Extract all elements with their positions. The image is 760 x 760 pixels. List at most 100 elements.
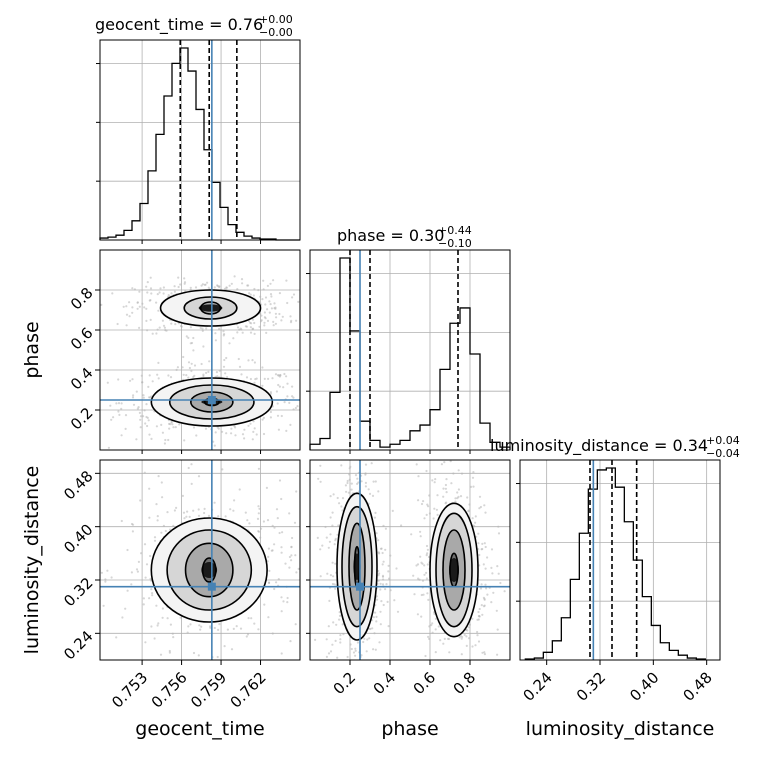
sample-point xyxy=(216,426,219,429)
sample-point xyxy=(148,487,151,490)
sample-point xyxy=(148,374,151,377)
sample-point xyxy=(142,394,145,397)
sample-point xyxy=(110,418,113,421)
sample-point xyxy=(482,605,486,608)
contour-line xyxy=(435,512,473,628)
sample-point xyxy=(277,374,280,377)
sample-point xyxy=(389,589,392,592)
sample-point xyxy=(213,286,216,289)
sample-point xyxy=(327,546,330,549)
sample-point xyxy=(278,292,281,295)
sample-point xyxy=(497,572,500,575)
sample-point xyxy=(188,515,191,519)
sample-point xyxy=(291,296,294,299)
sample-point xyxy=(283,372,286,376)
sample-point xyxy=(136,570,139,573)
sample-point xyxy=(259,527,263,530)
sample-point xyxy=(371,494,375,497)
sample-point xyxy=(297,300,300,303)
sample-point xyxy=(128,315,131,318)
sample-point xyxy=(278,385,281,388)
sample-point xyxy=(181,366,184,369)
sample-point xyxy=(106,381,109,384)
sample-point xyxy=(128,301,131,304)
sample-point xyxy=(272,324,275,327)
sample-point xyxy=(484,567,487,570)
sample-point xyxy=(348,473,351,476)
sample-point xyxy=(190,463,193,466)
sample-point xyxy=(290,554,293,557)
sample-point xyxy=(452,472,455,475)
sample-point xyxy=(339,638,342,641)
sample-point xyxy=(187,466,190,470)
sample-point xyxy=(367,488,370,491)
sample-point xyxy=(157,377,160,380)
sample-point xyxy=(273,543,276,546)
xlabel-geocent-time: geocent_time xyxy=(135,718,264,740)
sample-point xyxy=(269,410,272,414)
sample-point xyxy=(275,508,279,511)
sample-point xyxy=(389,554,392,557)
sample-point xyxy=(240,278,244,281)
sample-point xyxy=(382,578,385,581)
sample-point xyxy=(393,599,396,602)
title-geocent-time-minus: −0.00 xyxy=(259,26,293,39)
sample-point xyxy=(271,524,274,528)
sample-point xyxy=(243,437,246,440)
sample-point xyxy=(177,276,180,279)
sample-point xyxy=(136,301,139,304)
sample-point xyxy=(182,355,185,359)
contour-line xyxy=(183,296,238,320)
sample-point xyxy=(274,312,277,315)
sample-point xyxy=(334,539,337,542)
sample-point xyxy=(120,402,123,405)
sample-point xyxy=(326,572,329,575)
sample-point xyxy=(288,512,291,515)
sample-point xyxy=(483,504,486,507)
sample-point xyxy=(135,438,138,441)
sample-point xyxy=(292,293,296,296)
sample-point xyxy=(482,563,485,566)
sample-point xyxy=(102,604,105,607)
sample-point xyxy=(374,480,377,483)
sample-point xyxy=(434,617,437,621)
sample-point xyxy=(209,626,212,630)
sample-point xyxy=(427,555,431,559)
sample-point xyxy=(285,279,288,282)
sample-point xyxy=(295,319,298,322)
sample-point xyxy=(329,533,332,536)
sample-point xyxy=(202,345,205,348)
sample-point xyxy=(162,286,165,289)
sample-point xyxy=(423,517,426,520)
sample-point xyxy=(155,503,158,506)
sample-point xyxy=(185,374,188,377)
sample-point xyxy=(377,490,380,493)
sample-point xyxy=(335,623,338,626)
sample-point xyxy=(144,641,147,644)
sample-point xyxy=(172,524,175,528)
sample-point xyxy=(169,528,172,531)
sample-point xyxy=(236,331,239,334)
sample-point xyxy=(169,423,172,426)
sample-point xyxy=(117,402,121,405)
sample-point xyxy=(424,654,427,658)
sample-point xyxy=(125,313,129,316)
sample-point xyxy=(472,485,475,488)
sample-point xyxy=(331,582,334,586)
sample-point xyxy=(236,326,240,329)
sample-point xyxy=(495,609,498,612)
sample-point xyxy=(251,318,255,321)
sample-point xyxy=(183,517,186,520)
sample-point xyxy=(270,307,273,310)
sample-point xyxy=(444,483,447,487)
sample-point xyxy=(354,649,357,652)
sample-point xyxy=(440,463,443,466)
sample-point xyxy=(248,522,251,525)
sample-point xyxy=(223,287,227,290)
sample-point xyxy=(155,604,158,607)
sample-point xyxy=(286,395,289,398)
sample-point xyxy=(106,569,109,572)
sample-point xyxy=(479,587,483,590)
sample-point xyxy=(448,637,451,641)
sample-point xyxy=(499,581,502,585)
